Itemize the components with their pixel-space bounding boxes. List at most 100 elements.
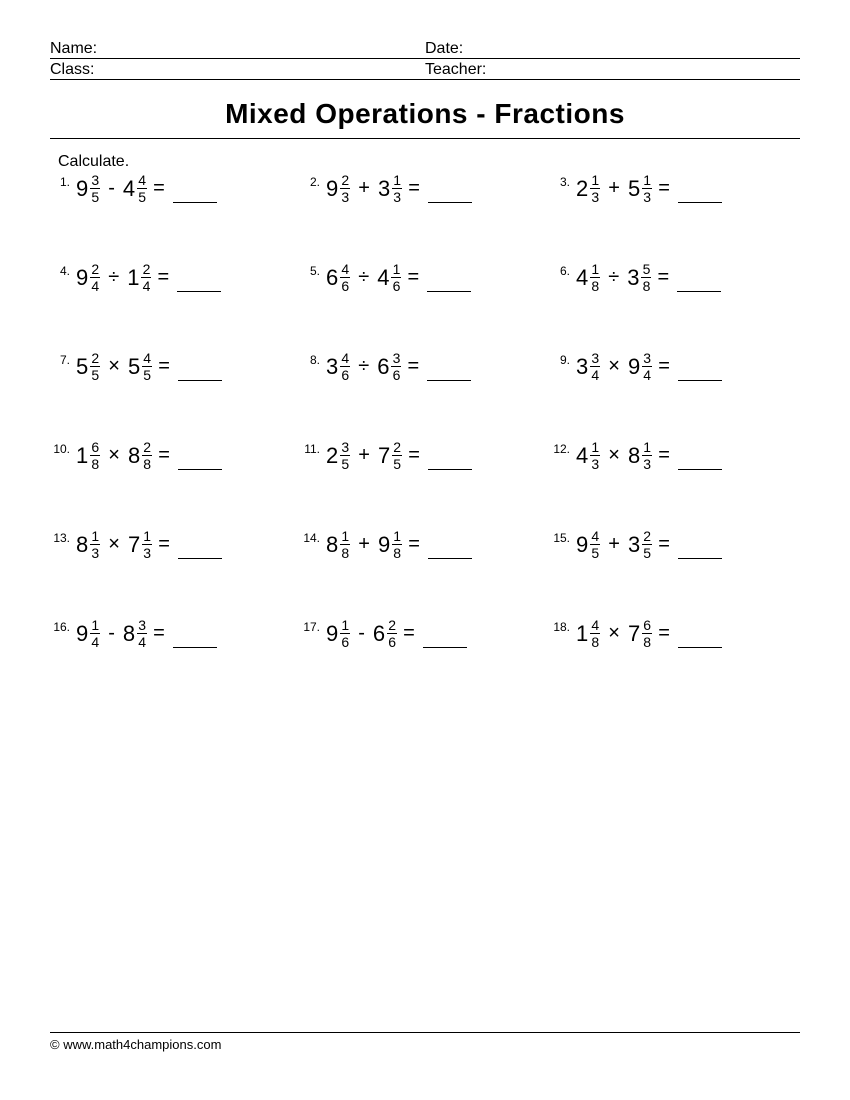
answer-blank[interactable]	[428, 466, 472, 470]
fraction-part: 26	[387, 618, 397, 649]
date-field[interactable]: Date:	[425, 40, 800, 58]
answer-blank[interactable]	[678, 555, 722, 559]
fraction-part: 16	[340, 618, 350, 649]
mixed-number-a: 418	[576, 262, 600, 293]
fraction-part: 34	[642, 351, 652, 382]
numerator: 4	[341, 351, 349, 366]
answer-blank[interactable]	[427, 288, 471, 292]
denominator: 4	[643, 367, 651, 382]
title-section: Mixed Operations - Fractions	[50, 98, 800, 139]
denominator: 6	[393, 278, 401, 293]
whole-part: 4	[576, 443, 590, 469]
equals-sign: =	[656, 533, 670, 556]
denominator: 3	[591, 189, 599, 204]
denominator: 6	[388, 634, 396, 649]
operator: ×	[604, 355, 624, 378]
problem-number: 7.	[50, 351, 76, 367]
denominator: 3	[143, 545, 151, 560]
answer-blank[interactable]	[427, 377, 471, 381]
numerator: 6	[91, 440, 99, 455]
worksheet-page: Name: Date: Class: Teacher: Mixed Operat…	[0, 0, 850, 1100]
problem-expression: 924÷124=	[76, 262, 221, 293]
fraction-part: 45	[137, 173, 147, 204]
answer-blank[interactable]	[428, 199, 472, 203]
operator: ÷	[604, 266, 623, 289]
denominator: 8	[643, 278, 651, 293]
fraction-part: 58	[641, 262, 651, 293]
mixed-number-b: 124	[127, 262, 151, 293]
denominator: 5	[91, 367, 99, 382]
numerator: 1	[143, 529, 151, 544]
fraction-part: 13	[590, 440, 600, 471]
fraction-part: 28	[142, 440, 152, 471]
fraction-part: 25	[392, 440, 402, 471]
problem-number: 14.	[300, 529, 326, 545]
answer-blank[interactable]	[678, 377, 722, 381]
whole-part: 4	[377, 265, 391, 291]
equals-sign: =	[406, 533, 420, 556]
denominator: 5	[91, 189, 99, 204]
fraction-part: 36	[391, 351, 401, 382]
mixed-number-a: 235	[326, 440, 350, 471]
mixed-number-b: 828	[128, 440, 152, 471]
mixed-number-b: 513	[628, 173, 652, 204]
answer-blank[interactable]	[178, 377, 222, 381]
equals-sign: =	[155, 266, 169, 289]
fraction-part: 46	[340, 262, 350, 293]
denominator: 8	[143, 456, 151, 471]
teacher-field[interactable]: Teacher:	[425, 61, 800, 79]
answer-blank[interactable]	[428, 555, 472, 559]
problem: 3.213+513=	[550, 173, 800, 204]
problem: 10.168×828=	[50, 440, 300, 471]
whole-part: 8	[128, 443, 142, 469]
mixed-number-a: 818	[326, 529, 350, 560]
mixed-number-a: 923	[326, 173, 350, 204]
answer-blank[interactable]	[178, 466, 222, 470]
answer-blank[interactable]	[173, 199, 217, 203]
answer-blank[interactable]	[678, 466, 722, 470]
denominator: 8	[643, 634, 651, 649]
denominator: 4	[591, 367, 599, 382]
denominator: 6	[341, 634, 349, 649]
operator: ×	[604, 622, 624, 645]
numerator: 1	[91, 618, 99, 633]
numerator: 2	[91, 351, 99, 366]
fraction-part: 24	[141, 262, 151, 293]
operator: ×	[604, 444, 624, 467]
mixed-number-b: 445	[123, 173, 147, 204]
problem-expression: 646÷416=	[326, 262, 471, 293]
equals-sign: =	[656, 355, 670, 378]
answer-blank[interactable]	[177, 288, 221, 292]
answer-blank[interactable]	[423, 644, 467, 648]
name-field[interactable]: Name:	[50, 40, 425, 58]
problem-expression: 168×828=	[76, 440, 222, 471]
problem-expression: 525×545=	[76, 351, 222, 382]
problem: 2.923+313=	[300, 173, 550, 204]
answer-blank[interactable]	[178, 555, 222, 559]
mixed-number-b: 725	[378, 440, 402, 471]
answer-blank[interactable]	[173, 644, 217, 648]
equals-sign: =	[655, 266, 669, 289]
denominator: 5	[143, 367, 151, 382]
problem: 14.818+918=	[300, 529, 550, 560]
class-field[interactable]: Class:	[50, 61, 425, 79]
fraction-part: 18	[392, 529, 402, 560]
problem-number: 16.	[50, 618, 76, 634]
whole-part: 6	[373, 621, 387, 647]
fraction-part: 48	[590, 618, 600, 649]
answer-blank[interactable]	[677, 288, 721, 292]
numerator: 1	[591, 440, 599, 455]
numerator: 3	[91, 173, 99, 188]
answer-blank[interactable]	[678, 644, 722, 648]
fraction-part: 13	[142, 529, 152, 560]
problem-expression: 346÷636=	[326, 351, 471, 382]
fraction-part: 18	[590, 262, 600, 293]
numerator: 1	[643, 440, 651, 455]
answer-blank[interactable]	[678, 199, 722, 203]
problem-expression: 923+313=	[326, 173, 472, 204]
equals-sign: =	[151, 622, 165, 645]
problem: 16.914-834=	[50, 618, 300, 649]
problem-expression: 334×934=	[576, 351, 722, 382]
mixed-number-a: 914	[76, 618, 100, 649]
problem-expression: 914-834=	[76, 618, 217, 649]
